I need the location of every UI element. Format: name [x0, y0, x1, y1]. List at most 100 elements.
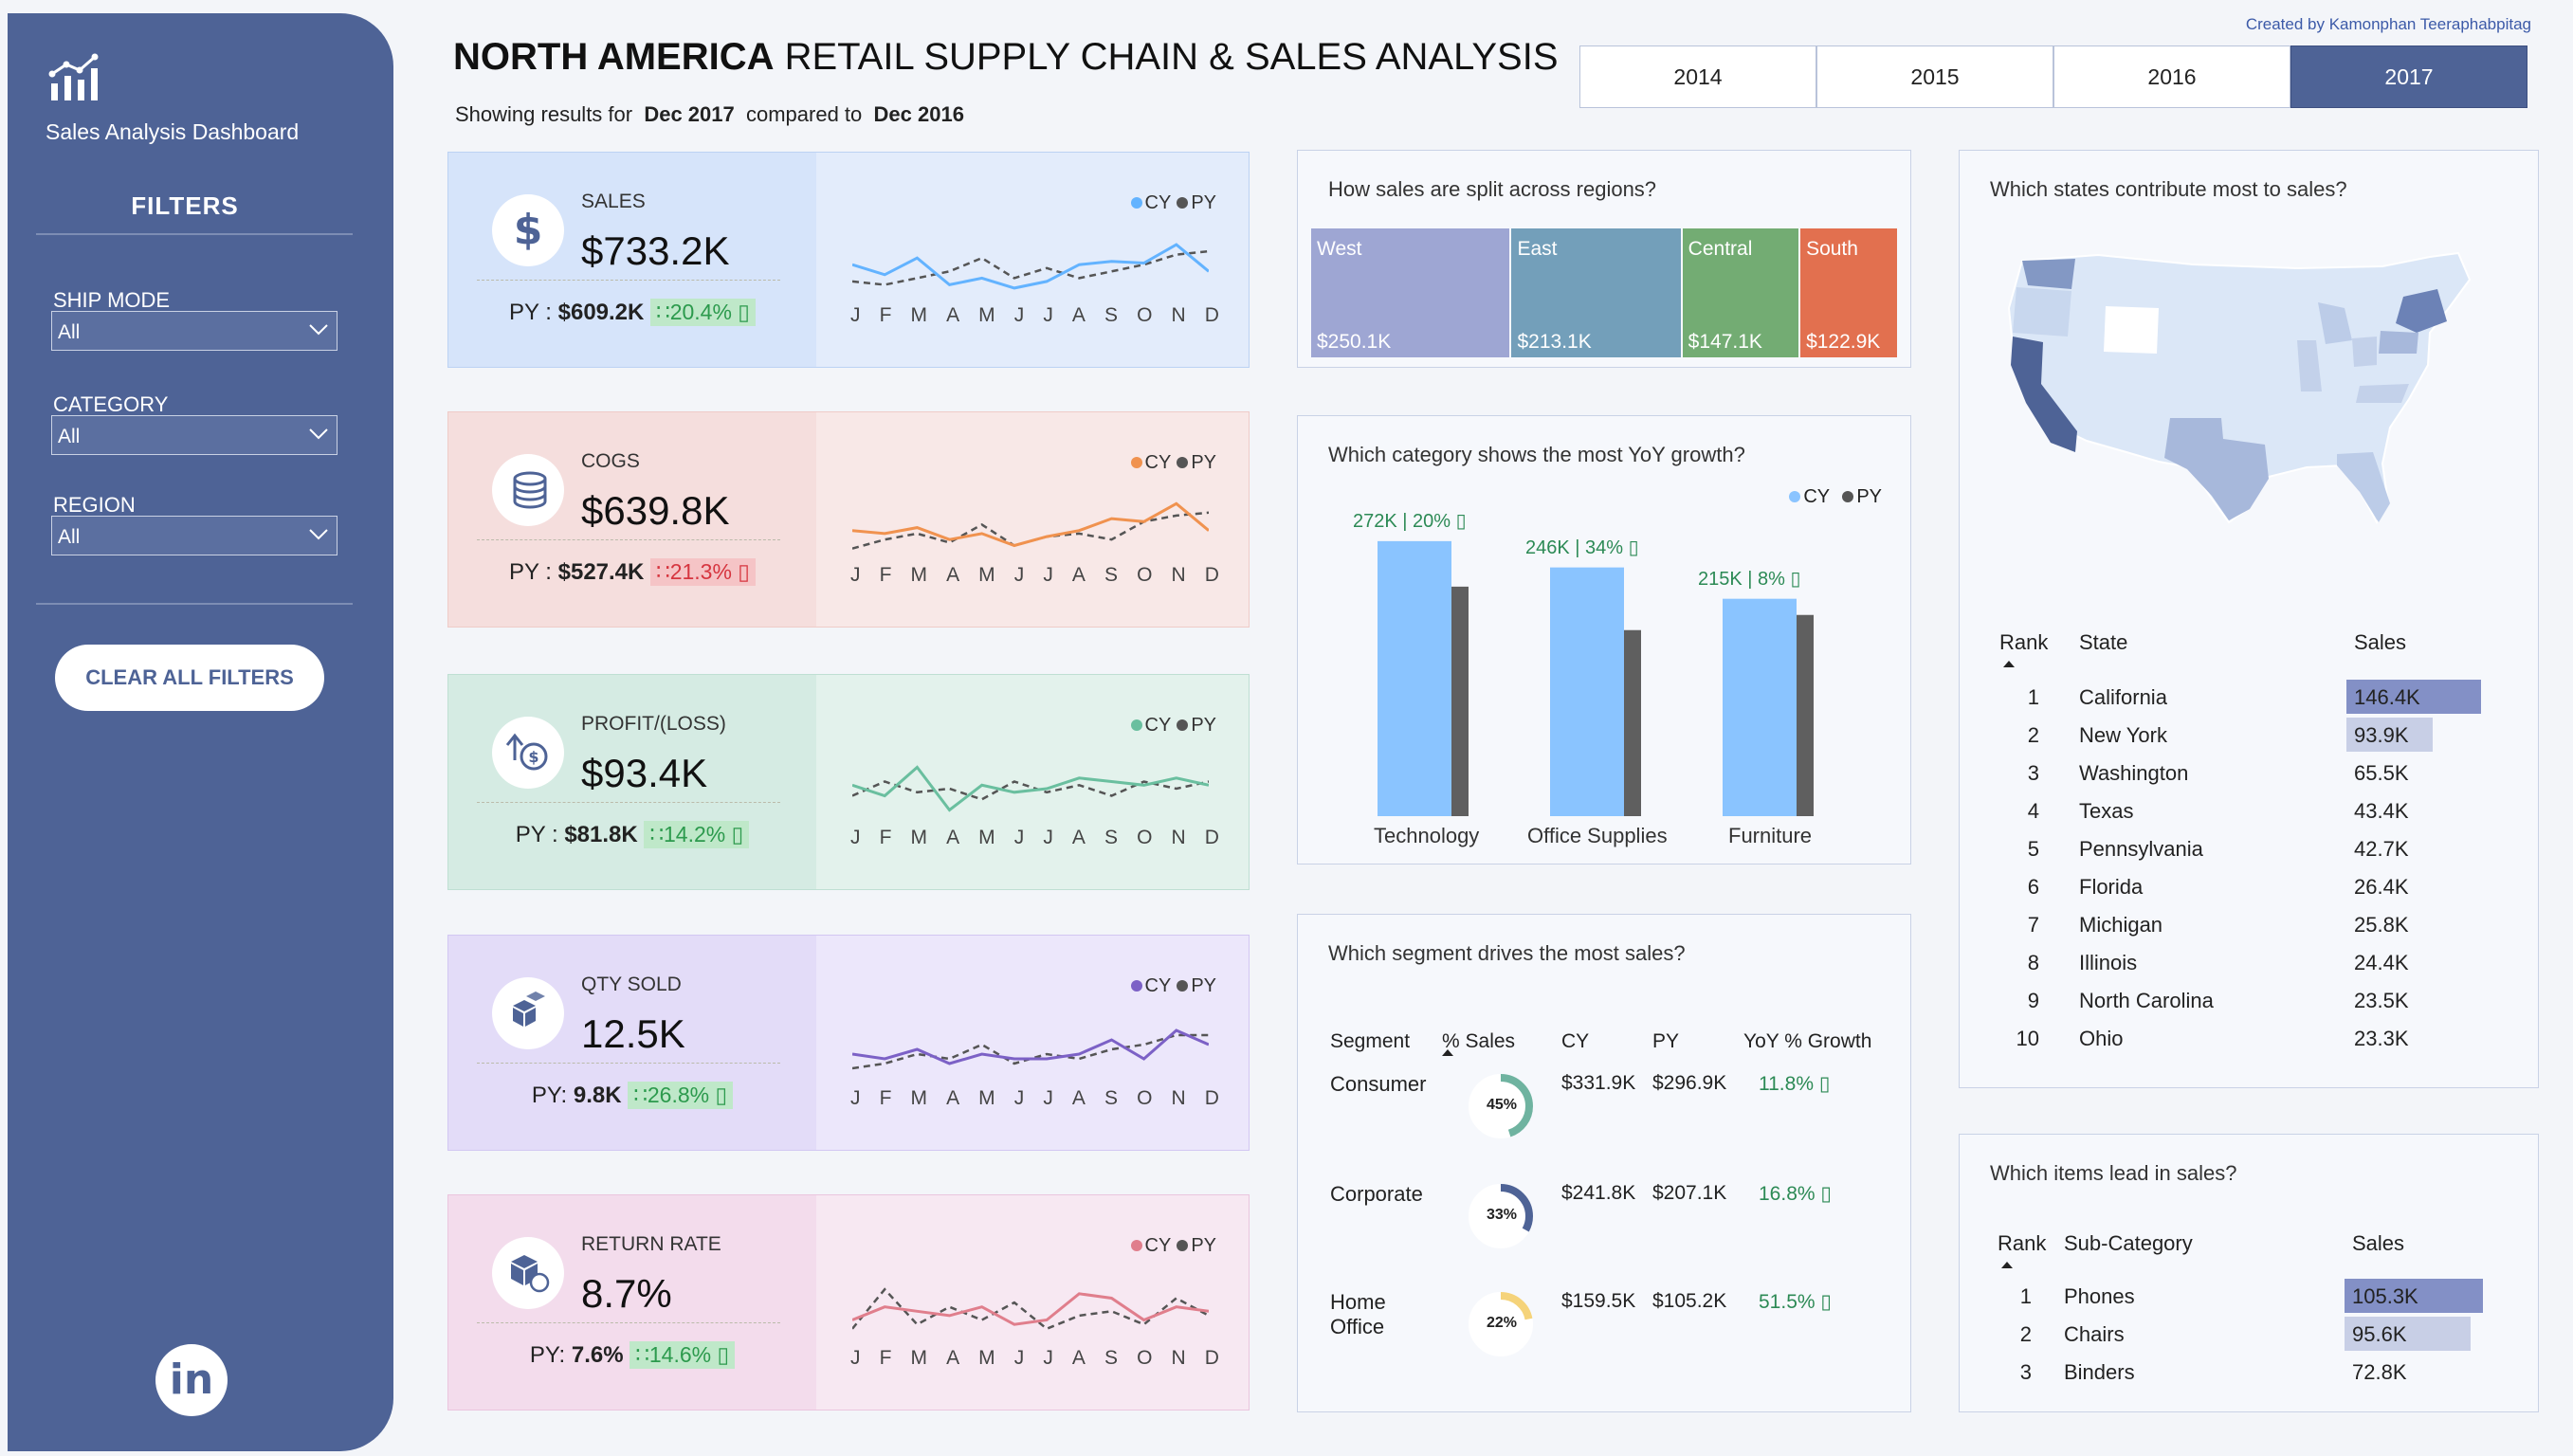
- year-button-2017[interactable]: 2017: [2290, 46, 2527, 108]
- trend-sparkline: [852, 765, 1209, 812]
- py-value: 9.8K: [573, 1083, 622, 1108]
- year-button-2016[interactable]: 2016: [2053, 46, 2290, 108]
- sales-cell: 43.4K: [2354, 799, 2409, 823]
- cy-bar[interactable]: [1378, 540, 1451, 816]
- month-label: M: [910, 827, 928, 848]
- month-label: N: [1171, 827, 1187, 848]
- py-bar[interactable]: [1451, 586, 1469, 816]
- chevron-down-icon: [309, 428, 328, 440]
- month-label: A: [946, 304, 961, 326]
- month-label: J: [1013, 827, 1026, 848]
- chevron-down-icon: [309, 324, 328, 336]
- ship-mode-select[interactable]: All: [51, 311, 338, 351]
- year-button-2014[interactable]: 2014: [1579, 46, 1816, 108]
- month-label: J: [1043, 1347, 1054, 1369]
- linkedin-icon[interactable]: in: [155, 1344, 228, 1416]
- kpi-summary: QTY SOLD 12.5K PY: 9.8K ∷26.8% ▯: [448, 936, 816, 1150]
- segment-header[interactable]: Segment: [1330, 1030, 1411, 1052]
- category-label: Technology: [1374, 824, 1480, 847]
- cy-header[interactable]: CY: [1561, 1030, 1590, 1052]
- month-label: M: [910, 1347, 928, 1369]
- category-select[interactable]: All: [51, 415, 338, 455]
- yoy-growth-header[interactable]: YoY % Growth: [1743, 1030, 1872, 1052]
- cy-legend-label: CY: [1144, 975, 1172, 996]
- category-bar-chart: [1378, 540, 1814, 816]
- ship-mode-label: SHIP MODE: [53, 288, 171, 312]
- region-south[interactable]: South $122.9K: [1800, 228, 1897, 357]
- svg-text:$: $: [528, 748, 538, 766]
- py-legend-label: PY: [1191, 975, 1216, 996]
- segment-py: $105.2K: [1652, 1290, 1727, 1312]
- divider: [36, 233, 353, 235]
- py-header[interactable]: PY: [1652, 1030, 1680, 1052]
- kpi-card-sales[interactable]: $ SALES $733.2K PY : $609.2K ∷20.4% ▯ CY PY J F…: [447, 152, 1250, 368]
- month-label: M: [978, 564, 996, 586]
- month-label: A: [946, 564, 961, 586]
- clear-all-filters-button[interactable]: CLEAR ALL FILTERS: [55, 645, 324, 711]
- category-growth-title: Which category shows the most YoY growth…: [1328, 443, 1745, 466]
- month-label: F: [879, 304, 893, 326]
- cy-bar[interactable]: [1550, 567, 1624, 816]
- rank-header[interactable]: Rank: [1998, 1231, 2047, 1255]
- py-bar[interactable]: [1624, 629, 1641, 816]
- kpi-previous-year: PY : $527.4K ∷21.3% ▯: [448, 558, 816, 586]
- sales-header[interactable]: Sales: [2354, 630, 2407, 654]
- cy-legend-label: CY: [1144, 192, 1172, 213]
- sales-cell: 25.8K: [2354, 913, 2409, 937]
- rank-cell: 5: [2027, 837, 2039, 861]
- rank-header[interactable]: Rank: [1999, 630, 2049, 654]
- py-legend-label: PY: [1191, 1235, 1216, 1256]
- pennsylvania-shape: [2379, 331, 2418, 354]
- kpi-card-profit-loss[interactable]: $ PROFIT/(LOSS) $93.4K PY : $81.8K ∷14.2% ▯…: [447, 674, 1250, 890]
- illinois-shape: [2297, 340, 2322, 391]
- region-central[interactable]: Central $147.1K: [1682, 228, 1799, 357]
- bar-data-label: 272K | 20% ▯: [1353, 510, 1467, 532]
- segment-cy: $331.9K: [1561, 1072, 1636, 1094]
- segment-cy: $241.8K: [1561, 1182, 1636, 1204]
- year-button-2015[interactable]: 2015: [1816, 46, 2053, 108]
- region-east[interactable]: East $213.1K: [1511, 228, 1681, 357]
- sales-cell: 95.6K: [2352, 1322, 2407, 1346]
- py-bar[interactable]: [1797, 614, 1814, 816]
- kpi-value: 8.7%: [581, 1271, 672, 1316]
- sales-cell: 93.9K: [2354, 723, 2409, 747]
- region-west[interactable]: West $250.1K: [1311, 228, 1510, 357]
- subcategory-panel: Which items lead in sales? Rank Sub-Cate…: [1959, 1134, 2539, 1412]
- cy-legend-label: CY: [1144, 452, 1172, 473]
- boxes-icon: [492, 977, 564, 1049]
- sales-header[interactable]: Sales: [2352, 1231, 2405, 1255]
- cy-legend-dot: [1130, 1240, 1142, 1251]
- cy-bar[interactable]: [1723, 598, 1797, 816]
- month-label: M: [978, 1347, 996, 1369]
- segment-name: Home Office: [1330, 1290, 1386, 1338]
- states-panel: Which states contribute most to sales? R…: [1959, 150, 2539, 1088]
- name-cell: Phones: [2064, 1284, 2135, 1308]
- region-select[interactable]: All: [51, 516, 338, 555]
- segment-name: Consumer: [1330, 1072, 1427, 1096]
- kpi-previous-year: PY : $81.8K ∷14.2% ▯: [448, 821, 816, 848]
- regions-panel: How sales are split across regions? West…: [1297, 150, 1911, 368]
- rank-cell: 10: [2016, 1027, 2039, 1050]
- region-value: $147.1K: [1688, 331, 1762, 353]
- month-label: A: [946, 1347, 961, 1369]
- page-title: NORTH AMERICA RETAIL SUPPLY CHAIN & SALE…: [453, 36, 1559, 78]
- change-badge: ∷21.3% ▯: [650, 558, 756, 586]
- sub-category-header[interactable]: Sub-Category: [2064, 1231, 2193, 1255]
- change-value: 14.6%: [648, 1342, 712, 1367]
- profit-icon: $: [492, 717, 564, 789]
- change-badge: ∷14.2% ▯: [644, 821, 750, 848]
- state-header[interactable]: State: [2079, 630, 2128, 654]
- month-label: J: [1043, 564, 1054, 586]
- kpi-card-qty-sold[interactable]: QTY SOLD 12.5K PY: 9.8K ∷26.8% ▯ CY PY J F M A M J…: [447, 935, 1250, 1151]
- month-label: S: [1104, 1087, 1119, 1109]
- month-label: S: [1104, 827, 1119, 848]
- kpi-card-cogs[interactable]: COGS $639.8K PY : $527.4K ∷21.3% ▯ CY PY J F M A…: [447, 411, 1250, 628]
- category-label: Office Supplies: [1527, 824, 1668, 847]
- kpi-card-return-rate[interactable]: RETURN RATE 8.7% PY: 7.6% ∷14.6% ▯ CY PY J F M A…: [447, 1194, 1250, 1410]
- pct-sales-header[interactable]: % Sales: [1442, 1030, 1516, 1052]
- region-value: $250.1K: [1317, 331, 1392, 353]
- texas-shape: [2164, 418, 2269, 520]
